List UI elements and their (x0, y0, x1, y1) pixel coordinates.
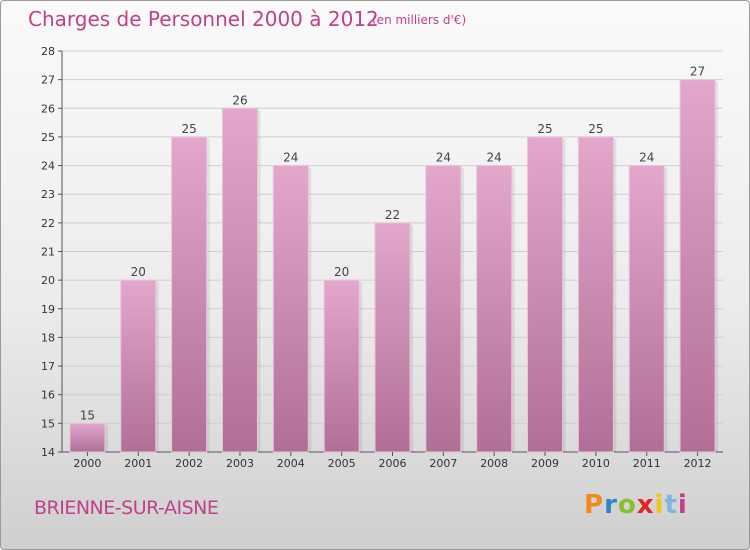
x-tick-label: 2010 (582, 457, 610, 470)
proxiti-logo: Proxiti (584, 490, 688, 520)
bar-2001 (120, 279, 157, 453)
bar-2008 (476, 165, 513, 453)
bar-2010 (577, 136, 614, 453)
data-label: 15 (80, 408, 95, 422)
data-label: 24 (639, 151, 654, 165)
data-label: 24 (436, 151, 451, 165)
x-tick-label: 2009 (531, 457, 559, 470)
chart-title: Charges de Personnel 2000 à 2012 (28, 7, 379, 31)
x-tick-label: 2005 (328, 457, 356, 470)
bar-2003 (221, 107, 258, 453)
x-tick-label: 2004 (277, 457, 305, 470)
y-tick-label: 26 (41, 102, 55, 115)
y-tick-label: 28 (41, 45, 55, 58)
logo-letter: P (584, 490, 605, 520)
y-tick-label: 24 (41, 160, 55, 173)
data-label: 22 (385, 208, 400, 222)
y-tick-label: 27 (41, 74, 55, 87)
logo-letter: x (636, 490, 655, 520)
bar-2006 (374, 222, 411, 453)
x-tick-label: 2006 (379, 457, 407, 470)
bar-2004 (272, 165, 309, 453)
data-label: 25 (588, 122, 603, 136)
data-label: 25 (537, 122, 552, 136)
x-tick-label: 2012 (684, 457, 712, 470)
logo-letter: i (654, 490, 665, 520)
x-tick-label: 2008 (480, 457, 508, 470)
y-tick-label: 19 (41, 303, 55, 316)
bar-2011 (628, 165, 665, 453)
y-tick-label: 20 (41, 274, 55, 287)
data-label: 27 (690, 65, 705, 79)
data-label: 26 (232, 93, 247, 107)
y-tick-label: 17 (41, 360, 55, 373)
chart-subtitle: (en milliers d'€) (372, 13, 467, 27)
y-tick-label: 25 (41, 131, 55, 144)
x-tick-label: 2001 (124, 457, 152, 470)
bar-2000 (69, 422, 106, 453)
x-tick-label: 2000 (73, 457, 101, 470)
bar-2007 (425, 165, 462, 453)
x-tick-label: 2003 (226, 457, 254, 470)
logo-letter: r (604, 490, 618, 520)
bar-2005 (323, 279, 360, 453)
logo-letter: o (617, 490, 637, 520)
y-tick-label: 16 (41, 389, 55, 402)
bar-2009 (527, 136, 564, 453)
y-tick-label: 15 (41, 417, 55, 430)
y-tick-label: 14 (41, 446, 55, 459)
logo-letter: t (664, 490, 678, 520)
y-tick-label: 21 (41, 246, 55, 259)
data-label: 25 (181, 122, 196, 136)
data-label: 24 (283, 151, 298, 165)
bar-2012 (679, 79, 716, 453)
y-tick-label: 18 (41, 331, 55, 344)
x-tick-label: 2011 (633, 457, 661, 470)
data-label: 20 (131, 265, 146, 279)
logo-letter: i (677, 490, 688, 520)
x-tick-label: 2007 (429, 457, 457, 470)
data-label: 24 (487, 151, 502, 165)
bar-2002 (171, 136, 208, 453)
y-tick-label: 23 (41, 188, 55, 201)
y-tick-label: 22 (41, 217, 55, 230)
data-label: 20 (334, 265, 349, 279)
x-tick-label: 2002 (175, 457, 203, 470)
commune-name: BRIENNE-SUR-AISNE (34, 497, 219, 519)
